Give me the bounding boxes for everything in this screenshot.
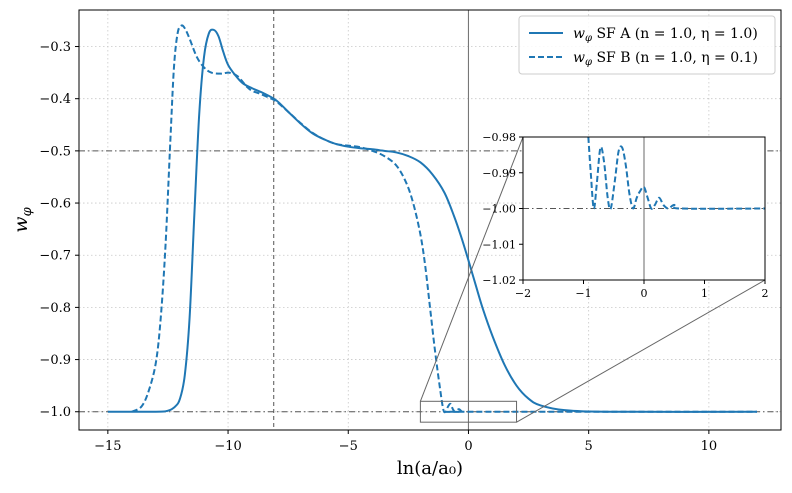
- inset-series-line-sf-a: [523, 137, 525, 138]
- zoom-region-box: [419, 400, 518, 423]
- inset-y-tick-label: −1.01: [482, 238, 516, 251]
- x-tick-label: −15: [94, 439, 121, 454]
- x-tick-label: −10: [214, 439, 241, 454]
- inset-x-tick-label: 0: [641, 287, 648, 300]
- inset-y-tick-label: −1.00: [482, 203, 516, 216]
- y-tick-label: −0.6: [39, 197, 71, 212]
- y-tick-label: −0.7: [39, 249, 71, 264]
- x-tick-label: 10: [701, 439, 718, 454]
- inset-y-tick-label: −0.98: [482, 131, 516, 144]
- inset-x-tick-label: −1: [575, 287, 591, 300]
- inset-x-tick-label: 1: [701, 287, 708, 300]
- y-tick-label: −0.3: [39, 40, 71, 55]
- zoom-connector-line: [419, 136, 524, 402]
- y-tick-label: −0.9: [39, 353, 71, 368]
- legend-label-sub: φ: [585, 57, 592, 68]
- series-line-sf-b: [131, 24, 757, 414]
- legend-label-w: w: [573, 50, 585, 66]
- legend-label: wφ SF A (n = 1.0, η = 1.0): [573, 26, 758, 44]
- y-tick-label: −0.5: [39, 144, 71, 159]
- y-axis-label-subscript: φ: [20, 206, 35, 216]
- inset-plot: −2 −1 0 1 2 −1.02 −1.01 −1.00 −0.99 −0.98: [482, 131, 769, 300]
- legend-label-text: SF B (n = 1.0, η = 0.1): [592, 50, 758, 66]
- inset-y-tick-label: −0.99: [482, 167, 516, 180]
- inset-x-tick-label: −2: [515, 287, 531, 300]
- x-tick-label: −5: [339, 439, 358, 454]
- y-tick-label: −1.0: [39, 405, 71, 420]
- y-axis-label: wφ: [10, 206, 35, 232]
- legend-label-text: SF A (n = 1.0, η = 1.0): [592, 26, 758, 42]
- inset-y-tick-label: −1.02: [482, 274, 516, 287]
- x-tick-label: 5: [585, 439, 593, 454]
- y-tick-label: −0.8: [39, 301, 71, 316]
- legend-label-sub: φ: [585, 33, 592, 44]
- zoom-connector-line: [516, 279, 766, 423]
- x-axis-label: ln(a/a₀): [397, 458, 463, 479]
- plot-frame: [78, 9, 782, 431]
- inset-x-tick-label: 2: [762, 287, 769, 300]
- legend-box: [518, 15, 776, 75]
- x-tick-label: 0: [464, 439, 472, 454]
- y-tick-label: −0.4: [39, 92, 71, 107]
- legend-label-w: w: [573, 26, 585, 42]
- legend-label: wφ SF B (n = 1.0, η = 0.1): [573, 50, 758, 68]
